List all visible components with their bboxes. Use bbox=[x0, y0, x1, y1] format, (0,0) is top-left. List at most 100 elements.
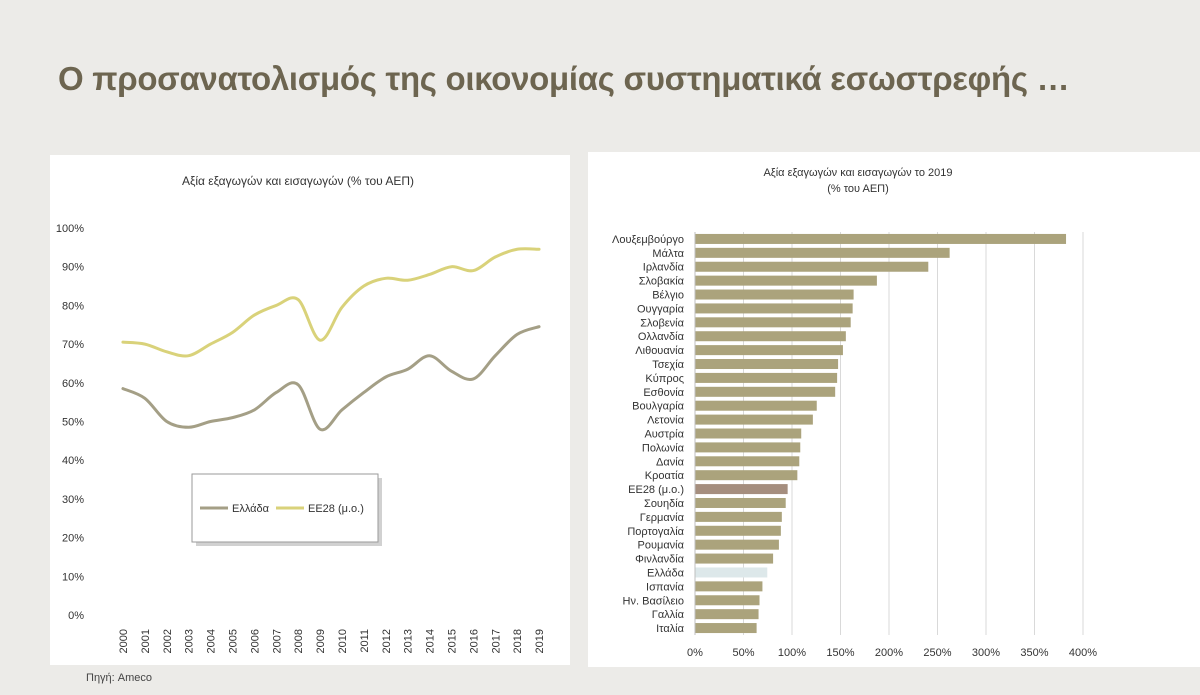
bar bbox=[695, 484, 788, 495]
x-tick-label: 2015 bbox=[446, 629, 458, 653]
category-label: Γερμανία bbox=[640, 512, 685, 524]
category-label: Σουηδία bbox=[644, 498, 685, 510]
category-label: Ελλάδα bbox=[647, 567, 685, 579]
bar bbox=[695, 581, 763, 592]
slide-title: Ο προσανατολισμός της οικονομίας συστημα… bbox=[58, 60, 1070, 97]
bar bbox=[695, 303, 853, 314]
x-tick-label: 400% bbox=[1069, 647, 1097, 659]
bar-chart-panel: Αξία εξαγωγών και εισαγωγών το 2019 (% τ… bbox=[588, 152, 1200, 667]
category-label: Πορτογαλία bbox=[627, 526, 684, 538]
bar bbox=[695, 261, 929, 272]
legend-label-greece: Ελλάδα bbox=[232, 503, 270, 515]
category-label: Ουγγαρία bbox=[637, 303, 685, 315]
bar bbox=[695, 553, 774, 564]
category-label: Ρουμανία bbox=[638, 540, 685, 552]
x-tick-label: 0% bbox=[687, 647, 703, 659]
bar bbox=[695, 470, 798, 481]
x-tick-label: 2003 bbox=[184, 629, 196, 653]
x-tick-label: 2016 bbox=[468, 629, 480, 653]
x-tick-label: 2010 bbox=[337, 629, 349, 653]
x-tick-label: 2004 bbox=[206, 629, 218, 653]
category-label: Λετονία bbox=[647, 415, 685, 427]
category-label: Ιρλανδία bbox=[643, 262, 685, 274]
x-tick-label: 2011 bbox=[359, 629, 371, 653]
y-tick-label: 60% bbox=[62, 378, 84, 390]
x-tick-label: 2009 bbox=[315, 629, 327, 653]
series-line-greece bbox=[121, 325, 541, 432]
category-label: Ισπανία bbox=[646, 581, 685, 593]
x-tick-label: 350% bbox=[1020, 647, 1048, 659]
bar bbox=[695, 456, 800, 467]
y-tick-label: 0% bbox=[68, 610, 84, 622]
x-tick-label: 2014 bbox=[425, 629, 437, 653]
category-label: Βέλγιο bbox=[652, 290, 684, 302]
bar bbox=[695, 372, 838, 383]
line-chart-title: Αξία εξαγωγών και εισαγωγών (% του ΑΕΠ) bbox=[182, 174, 414, 188]
bar bbox=[695, 623, 757, 634]
bar bbox=[695, 539, 779, 550]
bar bbox=[695, 567, 768, 578]
bar bbox=[695, 386, 836, 397]
bar bbox=[695, 525, 781, 536]
x-tick-label: 300% bbox=[972, 647, 1000, 659]
line-chart-legend: Ελλάδα ΕΕ28 (μ.ο.) bbox=[191, 473, 382, 546]
bar bbox=[695, 595, 760, 606]
x-tick-label: 250% bbox=[923, 647, 951, 659]
bar bbox=[695, 414, 813, 425]
y-tick-label: 100% bbox=[56, 223, 84, 235]
category-label: Σλοβακία bbox=[639, 276, 685, 288]
bar bbox=[695, 345, 843, 356]
x-tick-label: 200% bbox=[875, 647, 903, 659]
category-label: Γαλλία bbox=[652, 609, 685, 621]
source-note: Πηγή: Ameco bbox=[86, 672, 153, 684]
y-tick-label: 30% bbox=[62, 494, 84, 506]
bar-chart-subtitle: (% του ΑΕΠ) bbox=[827, 183, 889, 195]
bar bbox=[695, 442, 801, 453]
legend-label-eu28: ΕΕ28 (μ.ο.) bbox=[308, 503, 364, 515]
category-label: Εσθονία bbox=[643, 387, 684, 399]
category-label: Κύπρος bbox=[645, 373, 684, 385]
category-label: Τσεχία bbox=[652, 359, 684, 371]
category-label: Ην. Βασίλειο bbox=[623, 595, 684, 607]
category-label: Λουξεμβούργο bbox=[612, 234, 684, 246]
bar-chart: Αξία εξαγωγών και εισαγωγών το 2019 (% τ… bbox=[612, 167, 1097, 659]
x-tick-label: 2019 bbox=[534, 629, 546, 653]
y-tick-label: 90% bbox=[62, 262, 84, 274]
bar bbox=[695, 511, 782, 522]
category-label: Αυστρία bbox=[644, 429, 684, 441]
x-tick-label: 2018 bbox=[512, 629, 524, 653]
x-tick-label: 100% bbox=[778, 647, 806, 659]
series-line-eu28 bbox=[121, 247, 541, 358]
y-tick-label: 80% bbox=[62, 300, 84, 312]
x-tick-label: 150% bbox=[826, 647, 854, 659]
bar bbox=[695, 317, 851, 328]
bar bbox=[695, 289, 854, 300]
category-label: Φινλανδία bbox=[635, 554, 684, 566]
x-tick-label: 2002 bbox=[162, 629, 174, 653]
x-tick-label: 2000 bbox=[118, 629, 130, 653]
bar bbox=[695, 609, 759, 620]
y-tick-label: 50% bbox=[62, 417, 84, 429]
line-chart: Αξία εξαγωγών και εισαγωγών (% του ΑΕΠ) … bbox=[56, 174, 546, 653]
category-label: Βουλγαρία bbox=[632, 401, 685, 413]
category-label: Κροατία bbox=[645, 470, 685, 482]
category-label: Ιταλία bbox=[656, 623, 685, 635]
bar bbox=[695, 233, 1067, 244]
x-tick-label: 2001 bbox=[140, 629, 152, 653]
category-label: Σλοβενία bbox=[640, 317, 684, 329]
x-tick-label: 2005 bbox=[227, 629, 239, 653]
bar-chart-title: Αξία εξαγωγών και εισαγωγών το 2019 bbox=[763, 167, 952, 179]
category-label: Μάλτα bbox=[652, 248, 684, 260]
category-label: Δανία bbox=[656, 456, 685, 468]
category-label: Πολωνία bbox=[642, 442, 685, 454]
bar bbox=[695, 428, 802, 439]
bar bbox=[695, 331, 846, 342]
y-tick-label: 10% bbox=[62, 571, 84, 583]
category-label: Ολλανδία bbox=[638, 331, 685, 343]
x-tick-label: 2006 bbox=[249, 629, 261, 653]
x-tick-label: 2008 bbox=[293, 629, 305, 653]
y-tick-label: 40% bbox=[62, 455, 84, 467]
category-label: Λιθουανία bbox=[635, 345, 684, 357]
bar bbox=[695, 247, 950, 258]
x-tick-label: 2017 bbox=[490, 629, 502, 653]
